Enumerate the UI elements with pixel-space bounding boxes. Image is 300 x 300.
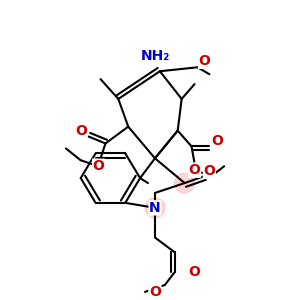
Text: NH₂: NH₂	[140, 50, 169, 63]
Text: O: O	[75, 124, 87, 138]
Text: O: O	[189, 163, 200, 177]
Text: O: O	[211, 134, 223, 148]
Text: O: O	[203, 164, 215, 178]
Text: O: O	[189, 265, 200, 279]
Text: O: O	[199, 54, 210, 68]
Text: O: O	[149, 285, 161, 299]
Circle shape	[145, 198, 165, 218]
Circle shape	[175, 173, 194, 193]
Text: N: N	[149, 201, 161, 215]
Text: O: O	[93, 159, 104, 173]
